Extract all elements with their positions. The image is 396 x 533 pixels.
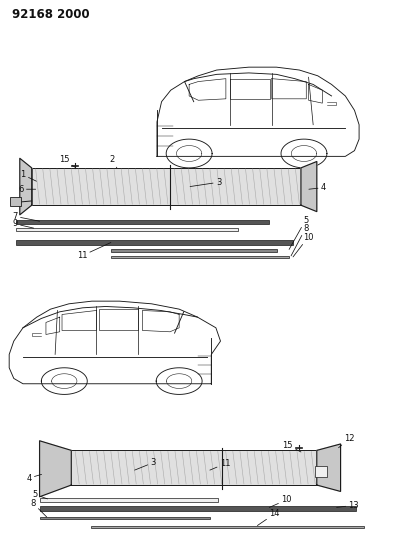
Text: 9: 9 (13, 220, 34, 228)
Text: 15: 15 (59, 156, 75, 167)
Text: 6: 6 (18, 185, 36, 193)
Text: 11: 11 (76, 243, 111, 260)
Text: 92168 2000: 92168 2000 (12, 8, 89, 21)
Bar (40, 498, 218, 502)
Bar (16, 228, 238, 230)
Text: 11: 11 (210, 459, 230, 470)
Text: 7: 7 (12, 212, 40, 221)
Text: 10: 10 (269, 496, 292, 507)
Text: 13: 13 (337, 501, 359, 510)
Text: 4: 4 (27, 474, 42, 482)
Bar (170, 168, 301, 205)
Bar (91, 526, 364, 528)
Text: 8: 8 (291, 224, 308, 256)
Text: 5: 5 (33, 490, 48, 499)
Bar (32, 168, 170, 205)
Polygon shape (317, 444, 341, 491)
Bar (315, 466, 327, 477)
Text: 10: 10 (293, 233, 314, 257)
Bar (16, 240, 293, 245)
Bar (10, 197, 21, 206)
Bar (40, 517, 210, 519)
Text: 2: 2 (110, 156, 117, 168)
Text: 3: 3 (190, 178, 221, 187)
Polygon shape (301, 161, 317, 212)
Text: 15: 15 (282, 441, 301, 452)
Bar (222, 450, 317, 485)
Bar (71, 450, 222, 485)
Bar (111, 249, 277, 252)
Bar (16, 221, 269, 224)
Text: 8: 8 (30, 499, 47, 517)
Bar (40, 506, 356, 511)
Polygon shape (20, 158, 32, 215)
Bar (111, 256, 289, 258)
Text: 14: 14 (257, 510, 280, 526)
Text: 12: 12 (339, 434, 355, 448)
Text: 1: 1 (21, 171, 36, 181)
Text: 4: 4 (309, 183, 326, 192)
Text: 3: 3 (135, 458, 156, 470)
Text: 5: 5 (289, 216, 308, 249)
Polygon shape (40, 441, 71, 497)
